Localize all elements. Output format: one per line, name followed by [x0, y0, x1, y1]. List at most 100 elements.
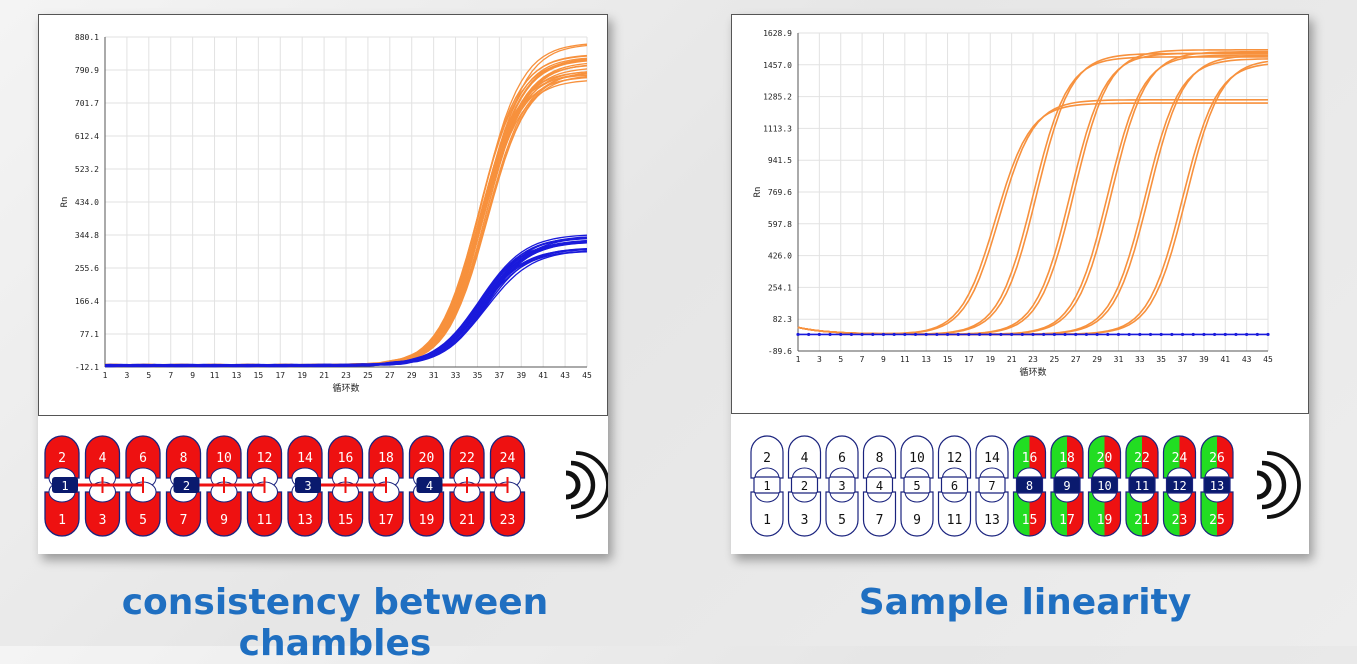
chamber-bottom	[287, 491, 323, 537]
chamber-number: 3	[99, 513, 107, 528]
data-point	[796, 332, 800, 337]
right-plot-frame: 1628.9 1457.0 1285.2 1113.3 941.5 769.6 597.8 4…	[731, 14, 1309, 414]
signal-arc	[1261, 460, 1287, 510]
x-tick-label: 43	[560, 371, 570, 380]
signal-icon	[565, 451, 608, 519]
x-tick-label: 5	[838, 355, 843, 364]
chamber-number: 17	[378, 513, 394, 528]
x-tick-label: 27	[385, 371, 395, 380]
x-tick-label: 1	[796, 355, 801, 364]
chamber-number: 19	[419, 513, 435, 528]
chamber-number: 16	[338, 451, 354, 466]
data-point	[1266, 332, 1270, 337]
x-tick-label: 29	[407, 371, 417, 380]
chamber-top	[900, 435, 934, 479]
chamber-number: 2	[58, 451, 66, 466]
left-plot-frame: 880.1 790.9 701.7 612.4 523.2 434.0 344.8 255.6…	[38, 14, 608, 416]
y-tick-label: 1113.3	[763, 124, 792, 133]
y-tick-label: 769.6	[768, 188, 792, 197]
chamber-number: 19	[1097, 513, 1113, 528]
x-tick-label: 9	[881, 355, 886, 364]
data-point	[1170, 332, 1174, 337]
mid-number: 10	[1097, 479, 1111, 493]
x-tick-label: 37	[1178, 355, 1188, 364]
signal-icon	[1256, 451, 1301, 519]
chamber-bottom	[975, 491, 1009, 537]
x-tick-label: 41	[538, 371, 548, 380]
chamber-bottom	[489, 491, 526, 537]
mid-number: 7	[988, 479, 995, 493]
data-point	[871, 332, 875, 337]
data-point	[1116, 332, 1121, 337]
chamber-number: 12	[947, 451, 963, 466]
mid-box	[1053, 476, 1081, 494]
data-point	[1020, 332, 1024, 337]
x-tick-label: 45	[1263, 355, 1273, 364]
data-point	[1255, 332, 1259, 337]
chamber-number: 15	[1022, 513, 1038, 528]
group-number: 3	[304, 479, 311, 493]
chamber-number: 21	[1134, 513, 1150, 528]
chamber-top	[1012, 435, 1047, 479]
chamber-top	[750, 435, 784, 479]
group-box	[52, 477, 78, 493]
chamber-bottom	[750, 491, 784, 537]
chamber-top	[975, 435, 1009, 479]
mid-box	[790, 476, 819, 494]
chamber-bottom	[1162, 491, 1197, 537]
y-tick-label: 597.8	[768, 220, 792, 229]
chamber-number: 26	[1209, 451, 1225, 466]
data-point	[828, 332, 832, 337]
chamber-top	[287, 435, 323, 479]
chamber-top	[1200, 435, 1234, 479]
x-tick-label: 25	[1050, 355, 1060, 364]
mid-box	[978, 476, 1006, 494]
chamber-bottom	[1012, 491, 1047, 537]
mid-number: 1	[763, 479, 770, 493]
chamber-bottom	[900, 491, 934, 537]
y-tick-label: 255.6	[75, 264, 99, 273]
chamber-top	[1050, 435, 1084, 479]
signal-arc	[570, 460, 596, 510]
y-tick-label: 77.1	[80, 330, 99, 339]
chamber-number: 24	[500, 451, 516, 466]
data-point	[881, 332, 886, 337]
data-point	[1095, 332, 1099, 337]
data-point	[988, 332, 992, 337]
x-tick-label: 31	[429, 371, 439, 380]
data-point	[1074, 332, 1078, 337]
y-axis-label: Rn	[60, 197, 70, 208]
chamber-number: 10	[216, 451, 232, 466]
chamber-top	[327, 435, 364, 479]
y-tick-label: 1628.9	[763, 29, 792, 38]
x-tick-label: 9	[190, 371, 195, 380]
x-tick-label: 35	[473, 371, 483, 380]
y-tick-label: 344.8	[75, 231, 99, 240]
x-tick-label: 3	[817, 355, 822, 364]
mid-box	[940, 476, 969, 494]
right-chart-panel: 1628.9 1457.0 1285.2 1113.3 941.5 769.6 597.8 4…	[731, 14, 1309, 554]
y-tick-label: -12.1	[75, 363, 99, 372]
left-amplification-chart: 880.1 790.9 701.7 612.4 523.2 434.0 344.8 255.6…	[60, 33, 592, 394]
data-point	[807, 332, 811, 337]
x-tick-label: 25	[363, 371, 373, 380]
chamber-number: 1	[58, 513, 66, 528]
data-point	[935, 332, 939, 337]
left-chamber-strip: 2 4 6 8 10 12 14 16 18 20 22 241 3 5 7 9 11 13 15 17 19 21 231…	[44, 435, 608, 537]
data-point	[817, 332, 821, 337]
mid-number: 8	[1026, 479, 1033, 493]
mid-number: 5	[913, 479, 920, 493]
chamber-top	[165, 435, 202, 479]
chamber-top	[825, 435, 859, 479]
chamber-bottom	[825, 491, 859, 537]
mid-number: 11	[1135, 479, 1149, 493]
data-point	[945, 332, 950, 337]
chamber-bottom	[449, 491, 485, 537]
data-point	[1031, 332, 1035, 337]
data-point	[1127, 332, 1131, 337]
chamber-bottom	[44, 491, 80, 537]
x-tick-label: 1	[103, 371, 108, 380]
chamber-number: 4	[99, 451, 107, 466]
data-point	[903, 332, 907, 337]
chamber-number: 3	[801, 513, 809, 528]
